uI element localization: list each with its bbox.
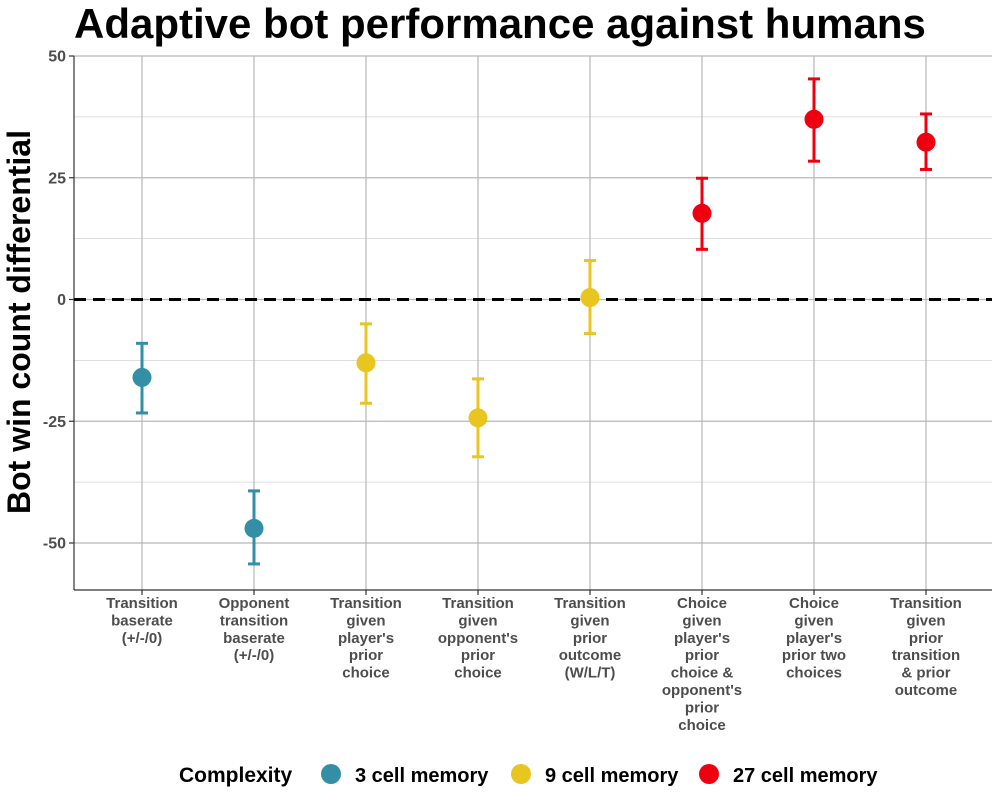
x-tick-label-line: transition <box>220 612 288 629</box>
x-tick-label-line: player's <box>786 630 842 647</box>
y-tick-label: 0 <box>57 292 66 309</box>
y-tick-label: -50 <box>43 536 66 553</box>
axes <box>73 56 992 591</box>
x-tick-label-line: outcome <box>559 647 622 664</box>
x-tick-label-line: choice & <box>671 665 734 682</box>
x-tick-label-line: transition <box>892 647 960 664</box>
data-point <box>804 109 824 129</box>
legend: Complexity 3 cell memory 9 cell memory 27 … <box>179 764 878 787</box>
x-tick-label-line: prior two <box>782 647 846 664</box>
x-tick-label-line: baserate <box>111 612 173 629</box>
data-point-group <box>580 259 600 336</box>
legend-label-3: 27 cell memory <box>733 765 878 787</box>
y-axis-label: Bot win count differential <box>1 130 37 514</box>
data-point-group <box>244 489 264 566</box>
x-tick-label-line: prior <box>909 630 943 647</box>
x-tick-label-line: Transition <box>442 595 514 612</box>
x-tick-label-line: opponent's <box>662 682 742 699</box>
data-point-group <box>132 341 152 415</box>
x-tick-label-line: (+/-/0) <box>122 630 162 647</box>
data-point <box>916 132 936 152</box>
x-tick-label-line: given <box>458 612 497 629</box>
x-tick-label: Choice given player's prior two choices <box>782 595 846 682</box>
data-point-group <box>692 176 712 251</box>
chart-title: Adaptive bot performance against humans <box>74 0 926 47</box>
x-tick-label-line: prior <box>349 647 383 664</box>
y-tick-labels: -50 -25 0 25 50 <box>43 49 74 553</box>
x-tick-label-line: Opponent <box>219 595 290 612</box>
data-point-group <box>916 112 936 171</box>
x-tick-label-line: Transition <box>106 595 178 612</box>
y-tick-label: 50 <box>48 49 66 66</box>
minor-gridlines <box>74 116 992 483</box>
data-point-group <box>356 322 376 405</box>
x-tick-label-line: prior <box>573 630 607 647</box>
x-tick-label-line: Transition <box>554 595 626 612</box>
x-tick-label-line: given <box>682 612 721 629</box>
x-tick-label-line: baserate <box>223 630 285 647</box>
x-tick-label: Choice given player's prior choice & opponent… <box>662 595 742 734</box>
x-tick-label-line: Transition <box>330 595 402 612</box>
x-tick-label-line: given <box>346 612 385 629</box>
data-point-group <box>468 377 488 459</box>
x-tick-label: Transition given prior transition & prior out… <box>890 595 962 699</box>
y-tick-label: -25 <box>43 414 66 431</box>
x-tick-labels: Transition baserate (+/-/0)Opponent transit… <box>106 590 962 734</box>
data-point <box>244 518 264 538</box>
data-point <box>692 203 712 223</box>
x-tick-label-line: choice <box>454 665 502 682</box>
x-tick-label-line: given <box>794 612 833 629</box>
x-tick-label-line: opponent's <box>438 630 518 647</box>
x-tick-label-line: prior <box>685 699 719 716</box>
major-gridlines <box>74 55 992 590</box>
x-tick-label-line: player's <box>674 630 730 647</box>
x-tick-label-line: outcome <box>895 682 958 699</box>
data-point <box>580 288 600 308</box>
x-tick-label: Transition given player's prior choice <box>330 595 402 682</box>
x-tick-label-line: prior <box>685 647 719 664</box>
x-tick-label-line: given <box>906 612 945 629</box>
legend-key-3 <box>699 764 719 784</box>
x-tick-label: Transition given prior outcome (W/L/T) <box>554 595 626 682</box>
data-point <box>468 408 488 428</box>
x-tick-label-line: given <box>570 612 609 629</box>
x-tick-label-line: choice <box>342 665 390 682</box>
x-tick-label: Opponent transition baserate (+/-/0) <box>219 595 290 664</box>
x-tick-label-line: Choice <box>677 595 727 612</box>
legend-key-1 <box>321 764 341 784</box>
x-tick-label-line: & prior <box>901 665 950 682</box>
x-tick-label-line: player's <box>338 630 394 647</box>
data-point <box>132 367 152 387</box>
x-tick-label-line: Choice <box>789 595 839 612</box>
legend-title: Complexity <box>179 764 293 787</box>
x-tick-label-line: prior <box>461 647 495 664</box>
x-tick-label: Transition baserate (+/-/0) <box>106 595 178 647</box>
legend-key-2 <box>511 764 531 784</box>
x-tick-label-line: (+/-/0) <box>234 647 274 664</box>
x-tick-label: Transition given opponent's prior choice <box>438 595 518 682</box>
y-tick-label: 25 <box>48 170 66 187</box>
x-tick-label-line: Transition <box>890 595 962 612</box>
x-tick-label-line: choices <box>786 665 842 682</box>
data-point <box>356 353 376 373</box>
legend-label-2: 9 cell memory <box>545 765 679 787</box>
legend-label-1: 3 cell memory <box>355 765 489 787</box>
x-tick-label-line: choice <box>678 717 726 734</box>
data-point-group <box>804 77 824 163</box>
x-tick-label-line: (W/L/T) <box>565 665 616 682</box>
data-points <box>132 77 936 566</box>
